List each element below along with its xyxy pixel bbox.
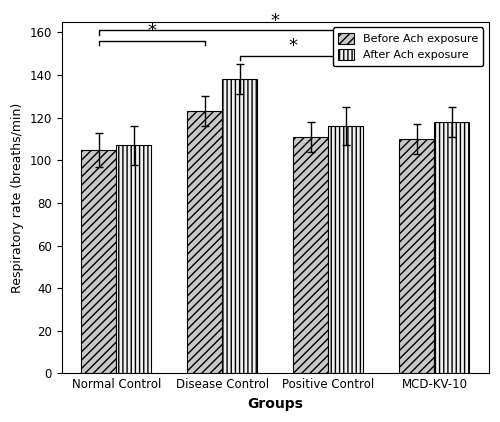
Bar <box>188 111 222 373</box>
Bar <box>434 122 470 373</box>
Legend: Before Ach exposure, After Ach exposure: Before Ach exposure, After Ach exposure <box>332 27 484 66</box>
Bar <box>81 150 116 373</box>
Bar <box>116 146 151 373</box>
Bar <box>400 139 434 373</box>
Text: *: * <box>147 22 156 41</box>
X-axis label: Groups: Groups <box>248 397 304 411</box>
Text: *: * <box>271 12 280 30</box>
Bar <box>328 126 364 373</box>
Y-axis label: Respiratory rate (breaths/min): Respiratory rate (breaths/min) <box>11 103 24 293</box>
Text: *: * <box>288 37 298 55</box>
Bar <box>222 79 258 373</box>
Bar <box>294 137 328 373</box>
